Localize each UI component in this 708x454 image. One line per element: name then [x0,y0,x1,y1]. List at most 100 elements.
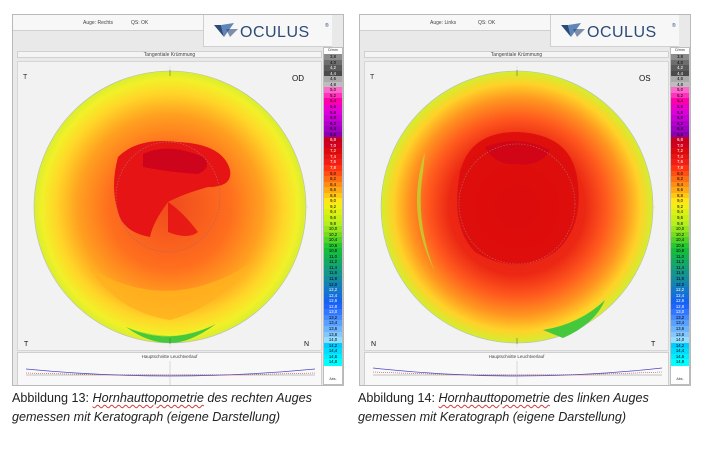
scale-value: 4,6 [324,76,342,83]
topography-panel-os: Auge: Links QS: OK OCULUS ® Tangentiale … [359,14,691,386]
scale-value: 14,0 [671,337,689,344]
scale-value: 13,6 [324,325,342,333]
meridian-profile: Hauptschnitte Leuchtverlauf [364,352,669,385]
scale-value: 9,4 [671,209,689,216]
scale-value: 11,8 [324,276,342,283]
scale-value: 10,0 [671,226,689,233]
scale-value: 7,4 [671,153,689,161]
meridian-profile-graphic [25,361,316,385]
scale-value: 8,0 [671,170,689,178]
scale-value: 7,4 [324,153,342,161]
scale-value: 5,0 [671,87,689,94]
scale-value: 9,8 [671,220,689,227]
scale-value: 14,4 [671,348,689,355]
scale-value: 6,6 [324,131,342,139]
scale-value: 4,4 [324,70,342,78]
topography-panel-od: Auge: Rechts QS: OK OCULUS ® Tangentiale… [12,14,344,386]
scale-value: 8,4 [671,181,689,189]
scale-value: 14,6 [324,353,342,361]
scale-value: 9,2 [324,203,342,211]
eye-info: Auge: Links [430,20,457,26]
scale-value: 4,2 [671,65,689,72]
scale-value: 9,0 [671,198,689,205]
scale-value: 10,2 [671,231,689,239]
scale-value: 7,2 [324,148,342,155]
scale-value: 12,8 [671,303,689,311]
scale-value: 6,8 [324,137,342,144]
scale-value: 13,2 [671,314,689,322]
figure-caption-14: Abbildung 14: Hornhauttopometrie des lin… [358,389,703,427]
scale-value: 9,2 [671,203,689,211]
scale-value: 9,0 [324,198,342,205]
scale-value: 14,6 [671,353,689,361]
scale-unit-bottom: Abs. [676,377,684,381]
scale-unit-top: D/mm [675,48,685,52]
oculus-logo: OCULUS ® [203,15,332,47]
scale-value: 14,2 [324,342,342,350]
scale-value: 13,8 [671,331,689,338]
curvature-map-graphic [380,66,655,348]
scale-value: 10,8 [324,248,342,255]
scale-value: 12,0 [671,281,689,289]
scale-value: 13,0 [324,309,342,316]
scale-value: 8,8 [671,192,689,200]
scale-value: 4,6 [671,76,689,83]
corner-label-left: T [24,341,29,348]
figure-caption-13: Abbildung 13: Hornhauttopometrie des rec… [12,389,357,427]
scale-value: 10,6 [324,242,342,250]
corner-label-right: T [651,341,656,348]
scale-value: 7,8 [671,165,689,172]
scale-value: 12,2 [324,287,342,294]
scale-value: 12,6 [671,298,689,305]
scale-value: 12,4 [671,292,689,300]
logo-registered-mark: ® [672,23,676,29]
scale-value: 9,8 [324,220,342,227]
scale-value: 8,2 [324,176,342,183]
scale-value: 14,8 [324,359,342,366]
patient-info-bar: Auge: Links QS: OK [360,15,550,31]
curvature-map-graphic [33,66,308,348]
eye-label: OS [639,74,651,83]
scale-value: 8,4 [324,181,342,189]
scale-value: 5,4 [324,98,342,105]
quality-info: QS: OK [131,20,149,26]
scale-value: 8,6 [324,187,342,194]
scale-value: 8,8 [324,192,342,200]
scale-value: 14,4 [324,348,342,355]
scale-value: 10,4 [671,237,689,244]
scale-value: 9,6 [671,214,689,222]
scale-value: 6,6 [671,131,689,139]
scale-value: 12,6 [324,298,342,305]
scale-value: 6,4 [324,126,342,133]
caption-number: Abbildung 13: [12,391,90,405]
scale-value: 7,6 [671,159,689,166]
scale-value: 14,8 [671,359,689,366]
scale-value: 11,4 [671,264,689,272]
meridian-title: Hauptschnitte Leuchtverlauf [488,354,545,359]
scale-value: 7,2 [671,148,689,155]
logo-registered-mark: ® [325,23,329,29]
scale-value: 6,0 [324,115,342,122]
oculus-logo-icon [561,23,585,37]
scale-value: 9,6 [324,214,342,222]
scale-value: 13,8 [324,331,342,338]
eye-info: Auge: Rechts [83,20,114,26]
scale-value: 10,8 [671,248,689,255]
scale-value: 7,6 [324,159,342,166]
scale-unit-top: D/mm [328,48,338,52]
logo-text: OCULUS [587,24,657,41]
scale-value: 14,0 [324,337,342,344]
scale-value: 8,6 [671,187,689,194]
scale-value: 13,0 [671,309,689,316]
scale-value: 5,8 [671,109,689,116]
caption-text: des linken Auges gemessen mit Keratograp… [358,391,649,424]
scale-value: 6,4 [671,126,689,133]
scale-value: 8,2 [671,176,689,183]
scale-value: 11,0 [324,253,342,261]
scale-value: 4,0 [671,59,689,67]
topography-map: T OS N T [364,61,669,351]
scale-value: 12,2 [671,287,689,294]
scale-value: 5,6 [324,103,342,111]
scale-value: 12,4 [324,292,342,300]
scale-value: 5,8 [324,109,342,116]
